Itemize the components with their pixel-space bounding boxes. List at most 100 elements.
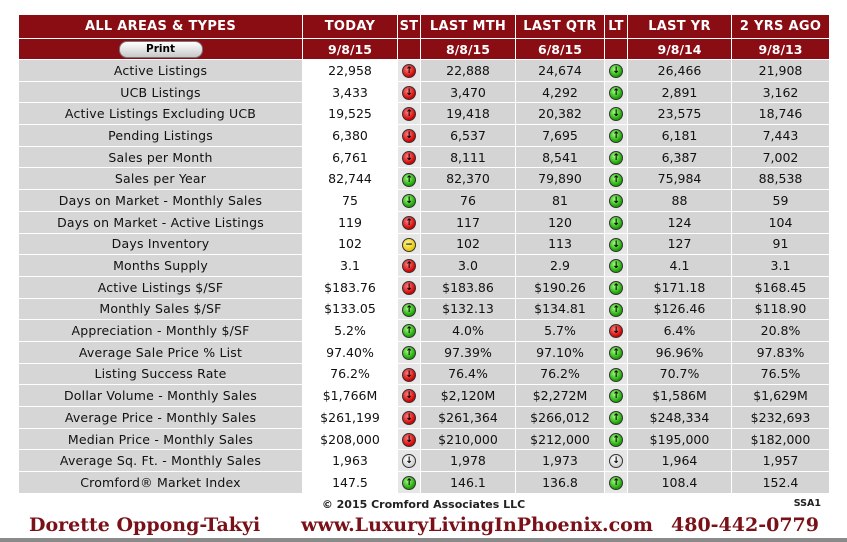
two-yrs-value: 7,443 <box>731 124 830 147</box>
metric-label: Sales per Year <box>18 167 303 191</box>
last-qtr-value: $266,012 <box>515 406 605 429</box>
col-last-yr-header: LAST YR <box>627 14 732 39</box>
col-last-qtr-date: 6/8/15 <box>515 38 605 60</box>
lt-indicator-cell: ↑ <box>604 340 628 364</box>
two-yrs-value: $232,693 <box>731 406 830 429</box>
trend-up-icon: ↑ <box>609 346 623 361</box>
trend-down-icon: ↓ <box>402 367 416 382</box>
two-yrs-value: 88,538 <box>731 167 830 191</box>
lt-indicator-cell: ↑ <box>604 471 628 494</box>
print-cell: Print <box>18 38 303 60</box>
trend-up-icon: ↑ <box>402 259 416 274</box>
last-mth-value: 76 <box>420 189 516 212</box>
last-mth-value: $132.13 <box>420 297 516 321</box>
col-last-mth-header: LAST MTH <box>420 14 516 39</box>
lt-indicator-cell: ↑ <box>604 167 628 191</box>
table-row: Monthly Sales $/SF $133.05 ↑ $132.13 $134.81… <box>18 297 830 321</box>
last-yr-value: 75,984 <box>627 167 732 191</box>
st-indicator-cell: ↓ <box>397 406 421 429</box>
lt-indicator-cell: ↓ <box>604 254 628 277</box>
website-link[interactable]: www.LuxuryLivingInPhoenix.com <box>301 514 653 536</box>
table-row: Average Sq. Ft. - Monthly Sales 1,963 ↓ 1,9… <box>18 449 830 473</box>
table-row: Dollar Volume - Monthly Sales $1,766M ↓ $2,… <box>18 384 830 407</box>
trend-down-icon: ↓ <box>609 107 623 122</box>
metric-label: Listing Success Rate <box>18 362 303 386</box>
metric-label: Active Listings Excluding UCB <box>18 102 303 126</box>
today-value: 102 <box>302 232 398 256</box>
last-qtr-value: 24,674 <box>515 59 605 82</box>
st-indicator-cell: ↓ <box>397 189 421 212</box>
trend-up-icon: ↑ <box>609 85 623 100</box>
last-yr-value: 23,575 <box>627 102 732 126</box>
last-qtr-value: 113 <box>515 232 605 256</box>
metric-label: Average Sale Price % List <box>18 340 303 364</box>
table-row: Sales per Month 6,761 ↓ 8,111 8,541 ↑ 6,387 7,0… <box>18 145 830 169</box>
trend-up-icon: ↑ <box>609 280 623 295</box>
last-mth-value: 3,470 <box>420 80 516 104</box>
col-last-yr-date: 9/8/14 <box>627 38 732 60</box>
metric-label: Dollar Volume - Monthly Sales <box>18 384 303 407</box>
trend-down-icon: ↓ <box>402 85 416 100</box>
table-title: ALL AREAS & TYPES <box>18 14 303 39</box>
last-qtr-value: 136.8 <box>515 471 605 494</box>
today-value: 6,761 <box>302 145 398 169</box>
trend-up-icon: ↑ <box>402 64 416 79</box>
print-button[interactable]: Print <box>118 41 203 58</box>
two-yrs-value: $168.45 <box>731 275 830 299</box>
trend-up-icon: ↑ <box>609 389 623 404</box>
st-indicator-cell: ↑ <box>397 102 421 126</box>
lt-indicator-cell: ↓ <box>604 189 628 212</box>
last-yr-value: 88 <box>627 189 732 212</box>
two-yrs-value: 59 <box>731 189 830 212</box>
metric-label: Appreciation - Monthly $/SF <box>18 319 303 342</box>
lt-indicator-cell: ↑ <box>604 427 628 451</box>
table-row: Median Price - Monthly Sales $208,000 ↓ $21… <box>18 427 830 451</box>
trend-down-icon: ↓ <box>609 454 623 469</box>
last-mth-value: 82,370 <box>420 167 516 191</box>
lt-indicator-cell: ↑ <box>604 362 628 386</box>
st-indicator-cell: ↑ <box>397 297 421 321</box>
trend-up-icon: ↑ <box>402 324 416 339</box>
lt-indicator-cell: ↑ <box>604 384 628 407</box>
lt-indicator-cell: ↓ <box>604 319 628 342</box>
trend-down-icon: ↓ <box>609 64 623 79</box>
last-qtr-value: 97.10% <box>515 340 605 364</box>
last-yr-value: 26,466 <box>627 59 732 82</box>
trend-up-icon: ↑ <box>609 302 623 317</box>
last-yr-value: 6.4% <box>627 319 732 342</box>
table-row: Active Listings $/SF $183.76 ↓ $183.86 $190.… <box>18 275 830 299</box>
report-code: SSA1 <box>793 498 821 509</box>
last-qtr-value: $134.81 <box>515 297 605 321</box>
last-yr-value: $195,000 <box>627 427 732 451</box>
last-mth-value: 76.4% <box>420 362 516 386</box>
last-qtr-value: 81 <box>515 189 605 212</box>
trend-down-icon: ↓ <box>402 129 416 144</box>
trend-up-icon: ↑ <box>609 367 623 382</box>
metric-label: Monthly Sales $/SF <box>18 297 303 321</box>
table-row: Average Price - Monthly Sales $261,199 ↓ $2… <box>18 406 830 429</box>
metric-label: Average Price - Monthly Sales <box>18 406 303 429</box>
st-indicator-cell: ↑ <box>397 340 421 364</box>
metric-label: UCB Listings <box>18 80 303 104</box>
last-mth-value: $2,120M <box>420 384 516 407</box>
col-st-header: ST <box>397 14 421 39</box>
st-indicator-cell: ↓ <box>397 275 421 299</box>
trend-up-icon: ↑ <box>402 172 416 187</box>
st-indicator-cell: ↑ <box>397 59 421 82</box>
st-indicator-cell: ↑ <box>397 254 421 277</box>
today-value: 1,963 <box>302 449 398 473</box>
last-qtr-value: $2,272M <box>515 384 605 407</box>
trend-down-icon: ↓ <box>609 259 623 274</box>
today-value: 22,958 <box>302 59 398 82</box>
last-mth-value: $183.86 <box>420 275 516 299</box>
lt-indicator-cell: ↑ <box>604 297 628 321</box>
metric-label: Active Listings <box>18 59 303 82</box>
trend-up-icon: ↑ <box>609 129 623 144</box>
today-value: 3.1 <box>302 254 398 277</box>
trend-down-icon: ↓ <box>609 194 623 209</box>
table-row: Active Listings 22,958 ↑ 22,888 24,674 ↓ 26,46… <box>18 59 830 82</box>
st-indicator-cell: − <box>397 232 421 256</box>
two-yrs-value: 3.1 <box>731 254 830 277</box>
today-value: 6,380 <box>302 124 398 147</box>
table-row: Appreciation - Monthly $/SF 5.2% ↑ 4.0% 5.7%… <box>18 319 830 342</box>
